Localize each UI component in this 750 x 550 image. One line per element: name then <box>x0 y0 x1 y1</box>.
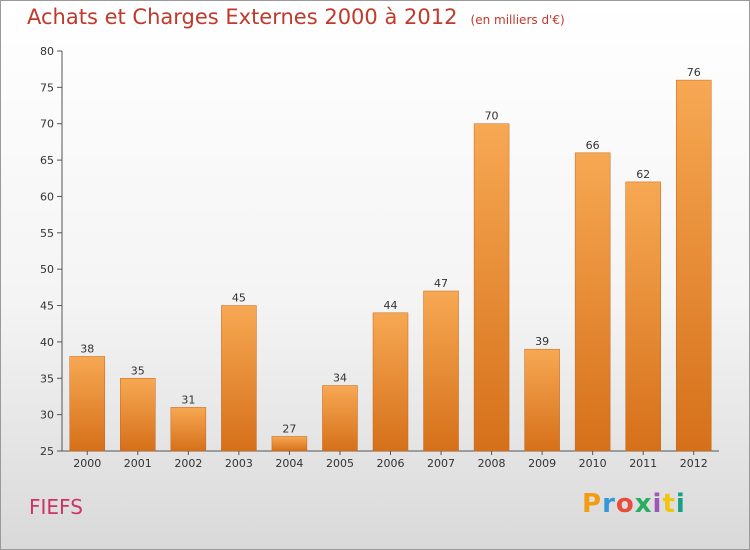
value-label-2008: 70 <box>485 110 499 123</box>
value-label-2011: 62 <box>636 168 650 181</box>
y-tick-label: 75 <box>40 81 54 94</box>
proxiti-logo: Proxiti <box>582 489 686 519</box>
x-tick-label-2006: 2006 <box>377 457 405 470</box>
chart-title: Achats et Charges Externes 2000 à 2012 (… <box>27 5 565 29</box>
value-label-2003: 45 <box>232 292 246 305</box>
y-tick-label: 35 <box>40 372 54 385</box>
x-tick-label-2009: 2009 <box>528 457 556 470</box>
x-tick-label-2005: 2005 <box>326 457 354 470</box>
x-tick-label-2002: 2002 <box>174 457 202 470</box>
x-tick-label-2007: 2007 <box>427 457 455 470</box>
x-tick-label-2010: 2010 <box>579 457 607 470</box>
y-tick-label: 70 <box>40 118 54 131</box>
value-label-2004: 27 <box>282 422 296 435</box>
x-tick-label-2011: 2011 <box>629 457 657 470</box>
bar-2005 <box>322 385 358 452</box>
bar-2012 <box>675 79 712 452</box>
x-tick-label-2004: 2004 <box>275 457 303 470</box>
y-tick-label: 30 <box>40 409 54 422</box>
value-label-2010: 66 <box>586 139 600 152</box>
bar-2011 <box>625 181 661 452</box>
y-tick-label: 25 <box>40 445 54 458</box>
bar-2000 <box>69 356 106 452</box>
y-tick-label: 45 <box>40 300 54 313</box>
value-label-2012: 76 <box>687 66 701 79</box>
title-text: Achats et Charges Externes 2000 à 2012 <box>27 5 458 29</box>
x-tick-label-2012: 2012 <box>680 457 708 470</box>
bar-2003 <box>221 305 257 452</box>
x-tick-label-2000: 2000 <box>73 457 101 470</box>
bar-2010 <box>574 152 611 452</box>
unit-label: (en milliers d'€) <box>470 13 565 27</box>
bar-2001 <box>120 378 156 452</box>
y-tick-label: 55 <box>40 227 54 240</box>
bar-2002 <box>170 407 207 452</box>
bar-2006 <box>372 312 409 452</box>
value-label-2002: 31 <box>181 393 195 406</box>
y-tick-label: 60 <box>40 190 54 203</box>
value-label-2006: 44 <box>384 299 398 312</box>
y-tick-label: 50 <box>40 263 54 276</box>
y-tick-label: 40 <box>40 336 54 349</box>
bar-2004 <box>271 436 308 452</box>
value-label-2005: 34 <box>333 372 347 385</box>
x-tick-label-2008: 2008 <box>478 457 506 470</box>
x-tick-label-2003: 2003 <box>225 457 253 470</box>
bar-2007 <box>423 290 459 452</box>
value-label-2001: 35 <box>131 364 145 377</box>
y-tick-label: 80 <box>40 45 54 58</box>
bar-2008 <box>473 123 510 452</box>
value-label-2000: 38 <box>80 342 94 355</box>
location-name: FIEFS <box>29 495 83 519</box>
y-tick-label: 65 <box>40 154 54 167</box>
value-label-2009: 39 <box>535 335 549 348</box>
x-tick-label-2001: 2001 <box>124 457 152 470</box>
bar-2009 <box>524 348 560 452</box>
value-label-2007: 47 <box>434 277 448 290</box>
